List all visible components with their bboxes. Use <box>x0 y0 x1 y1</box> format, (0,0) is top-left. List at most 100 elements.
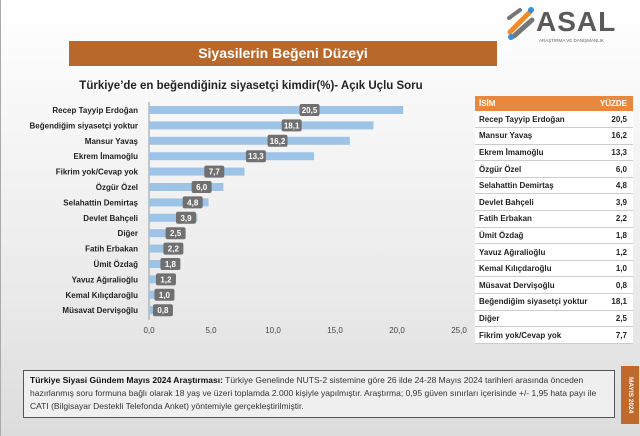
percent-cell: 1,2 <box>594 243 633 261</box>
data-label: 4,8 <box>187 198 199 207</box>
data-label-bg <box>191 181 212 193</box>
category-label: Selahattin Demirtaş <box>63 198 138 207</box>
bar <box>149 198 209 207</box>
category-label: Recep Tayyip Erdoğan <box>52 106 138 115</box>
bar <box>149 260 172 268</box>
data-label: 20,5 <box>302 106 318 115</box>
logo-mark-icon <box>507 7 535 40</box>
category-label: Kemal Kılıçdaroğlu <box>66 291 139 300</box>
data-label: 3,9 <box>180 214 192 223</box>
data-label-bg <box>160 258 181 270</box>
table-row: Ekrem İmamoğlu 13,3 <box>475 144 633 162</box>
bar <box>149 152 314 161</box>
name-cell: Devlet Bahçeli <box>475 193 595 212</box>
name-cell: Kemal Kılıçdaroğlu <box>475 260 595 278</box>
percent-cell: 2,2 <box>594 210 633 228</box>
name-cell: Özgür Özel <box>475 160 595 178</box>
table-row: Mansur Yavaş 16,2 <box>475 127 633 145</box>
data-label: 18,1 <box>284 121 300 130</box>
percent-cell: 16,2 <box>594 127 633 145</box>
table-row: Müsavat Dervişoğlu 0,8 <box>475 276 633 295</box>
bar <box>149 183 224 191</box>
results-table: İSİM YÜZDE Recep Tayyip Erdoğan 20,5 Mansur… <box>475 96 633 344</box>
note-title: Türkiye Siyasi Gündem Mayıs 2024 Araştır… <box>30 375 223 385</box>
percent-cell: 0,8 <box>594 276 633 295</box>
table-row: Devlet Bahçeli 3,9 <box>475 193 633 212</box>
data-label-bg <box>299 104 320 116</box>
name-cell: Diğer <box>475 310 595 328</box>
category-label: Fikrim yok/Cevap yok <box>56 168 139 177</box>
table-row: Diğer 2,5 <box>475 310 633 328</box>
name-cell: Fatih Erbakan <box>475 210 595 228</box>
data-label: 16,2 <box>270 137 286 146</box>
name-cell: Fikrim yok/Cevap yok <box>475 326 595 344</box>
category-label: Yavuz Ağıralioğlu <box>72 275 138 284</box>
logo-subtext: ARAŞTIRMA VE DANIŞMANLIK <box>539 38 605 43</box>
data-label: 2,2 <box>168 245 180 254</box>
percent-cell: 1,0 <box>594 260 633 278</box>
x-tick-label: 25,0 <box>451 326 467 335</box>
data-label: 7,7 <box>209 168 221 177</box>
data-label-bg <box>165 227 186 240</box>
page-banner: Siyasilerin Beğeni Düzeyi <box>69 41 497 66</box>
data-label: 13,3 <box>248 152 264 161</box>
header-percent: YÜZDE <box>594 96 633 111</box>
percent-cell: 1,8 <box>594 227 633 245</box>
data-label-bg <box>182 196 203 209</box>
data-label-bg <box>267 134 288 147</box>
bar <box>149 229 180 238</box>
data-label: 1,0 <box>159 291 171 300</box>
x-tick-label: 20,0 <box>389 326 405 335</box>
data-label-bg <box>245 150 266 163</box>
table-row: Yavuz Ağıralioğlu 1,2 <box>475 243 633 261</box>
percent-cell: 7,7 <box>594 326 633 344</box>
table-row: Selahattin Demirtaş 4,8 <box>475 177 633 195</box>
data-label-bg <box>163 242 184 255</box>
header-name: İSİM <box>475 96 595 111</box>
data-label: 1,2 <box>160 275 172 284</box>
name-cell: Müsavat Dervişoğlu <box>475 276 595 295</box>
data-label-bg <box>155 273 176 286</box>
table-row: Özgür Özel 6,0 <box>475 160 633 178</box>
category-label: Beğendiğim siyasetçi yoktur <box>30 121 138 130</box>
logo-text: ASAL <box>536 6 617 37</box>
name-cell: Ümit Özdağ <box>475 227 595 245</box>
name-cell: Mansur Yavaş <box>475 127 595 145</box>
name-cell: Selahattin Demirtaş <box>475 177 595 195</box>
data-label-bg <box>154 288 175 301</box>
bar <box>149 106 404 114</box>
category-label: Devlet Bahçeli <box>83 214 138 223</box>
asal-logo: ASAL ARAŞTIRMA VE DANIŞMANLIK <box>506 6 626 46</box>
data-label: 2,5 <box>170 229 182 238</box>
bar <box>149 121 374 130</box>
percent-cell: 20,5 <box>594 111 633 129</box>
percent-cell: 4,8 <box>594 177 633 195</box>
bar <box>149 244 177 253</box>
table-row: Ümit Özdağ 1,8 <box>475 227 633 245</box>
data-label-bg <box>281 119 302 132</box>
x-tick-label: 15,0 <box>327 326 343 335</box>
table-row: Kemal Kılıçdaroğlu 1,0 <box>475 260 633 278</box>
category-label: Diğer <box>118 229 138 238</box>
data-label-bg <box>204 165 225 178</box>
category-label: Ümit Özdağ <box>94 260 139 269</box>
chart-title: Türkiye’de en beğendiğiniz siyasetçi kim… <box>79 80 423 92</box>
table-row: Fatih Erbakan 2,2 <box>475 210 633 228</box>
bar <box>149 213 198 222</box>
x-tick-label: 10,0 <box>265 326 281 335</box>
category-label: Müsavat Dervişoğlu <box>62 306 138 315</box>
data-label-bg <box>152 304 173 317</box>
data-label: 0,8 <box>157 306 169 315</box>
percent-cell: 13,3 <box>594 144 633 162</box>
data-label-bg <box>176 211 197 224</box>
name-cell: Beğendiğim siyasetçi yoktur <box>475 293 595 311</box>
data-label: 6,0 <box>196 183 208 192</box>
bar <box>149 136 350 145</box>
category-label: Ekrem İmamoğlu <box>74 152 139 161</box>
note-text: Türkiye Genelinde NUTS-2 sistemine göre … <box>30 375 597 411</box>
percent-cell: 3,9 <box>594 193 633 212</box>
x-tick-label: 5,0 <box>205 326 217 335</box>
name-cell: Recep Tayyip Erdoğan <box>475 111 595 129</box>
date-tab: MAYIS 2024 <box>621 366 639 424</box>
methodology-note: Türkiye Siyasi Gündem Mayıs 2024 Araştır… <box>23 370 615 418</box>
